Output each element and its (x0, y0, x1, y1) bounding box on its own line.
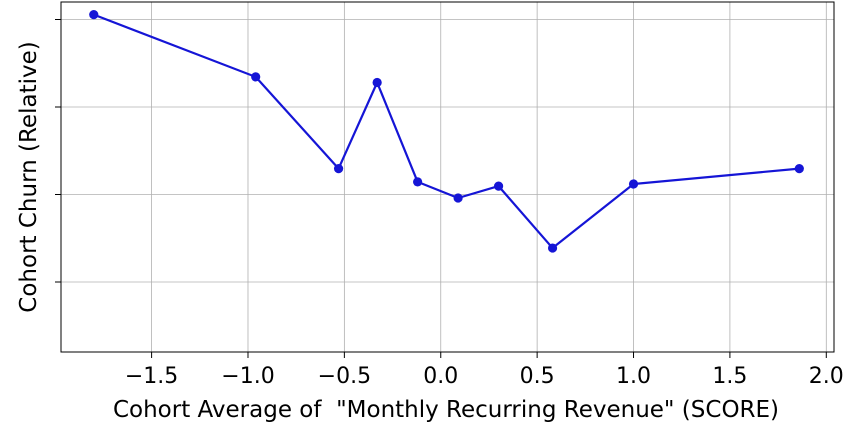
y-axis-ticks (55, 19, 61, 283)
x-tick-label: 1.0 (616, 364, 651, 389)
x-tick-label: 0.0 (423, 364, 458, 389)
data-point (547, 243, 558, 253)
x-axis-label: Cohort Average of "Monthly Recurring Rev… (113, 397, 779, 423)
data-point (794, 164, 804, 174)
grid (61, 2, 834, 352)
x-tick-label: 0.5 (520, 364, 555, 389)
series-group (89, 10, 804, 253)
y-axis-label: Cohort Churn (Relative) (16, 41, 42, 312)
data-point (413, 177, 423, 187)
x-tick-label: −0.5 (318, 364, 371, 389)
x-tick-label: 2.0 (809, 364, 844, 389)
data-point (628, 179, 639, 189)
x-tick-label: 1.5 (712, 364, 747, 389)
x-axis-ticks: −1.5 −1.0 −0.5 0.0 0.5 1.0 1.5 2.0 (125, 352, 844, 389)
data-point (372, 77, 382, 88)
plot-frame (60, 1, 835, 353)
data-point (453, 193, 463, 203)
series-line (93, 13, 800, 250)
data-point (89, 10, 99, 20)
x-tick-label: −1.5 (125, 364, 178, 389)
data-point (493, 181, 504, 191)
data-point (251, 72, 261, 82)
x-tick-label: −1.0 (221, 364, 274, 389)
data-point (333, 164, 344, 174)
